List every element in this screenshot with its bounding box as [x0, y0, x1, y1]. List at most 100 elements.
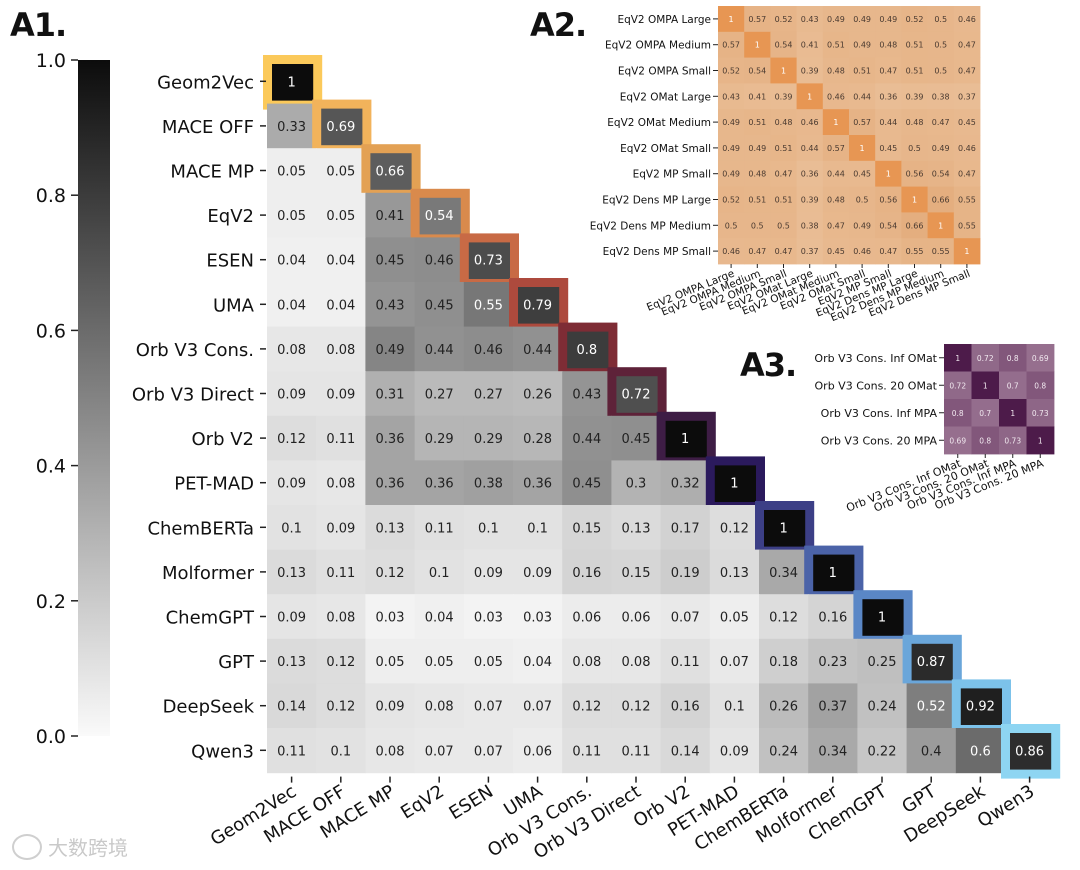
cell-value-label: 0.34 [818, 744, 847, 759]
a2-cell-value-label: 0.41 [801, 41, 819, 50]
a2-cell-value-label: 0.43 [801, 15, 819, 24]
a2-cell-value-label: 0.46 [958, 15, 976, 24]
cell-value-label: 1 [779, 521, 787, 536]
a2-heatmap-cell [822, 83, 850, 110]
heatmap-cell [267, 326, 317, 372]
a2-heatmap-cell [927, 160, 955, 187]
a2-cell-value-label: 0.48 [827, 196, 845, 205]
a2-cell-value-label: 0.55 [958, 196, 976, 205]
heatmap-cell [513, 638, 563, 684]
colorbar [78, 60, 110, 736]
cell-value-label: 0.06 [572, 611, 601, 626]
cell-value-label: 0.07 [720, 655, 749, 670]
heatmap-cell [611, 549, 662, 595]
heatmap-cell [660, 594, 711, 640]
heatmap-cell [808, 728, 858, 774]
cell-value-label: 0.11 [572, 744, 601, 759]
cell-value-label: 0.49 [376, 343, 405, 358]
cell-value-label: 0.86 [1015, 744, 1044, 759]
cell-value-label: 0.16 [572, 566, 601, 581]
a2-y-axis-label: EqV2 OMPA Medium [605, 40, 711, 52]
a3-cell-value-label: 0.72 [949, 381, 966, 390]
heatmap-cell [611, 594, 662, 640]
a2-cell-value-label: 0.44 [827, 170, 845, 179]
a2-cell-value-label: 0.57 [722, 41, 740, 50]
heatmap-cell [267, 237, 317, 283]
cell-value-label: 0.6 [970, 744, 991, 759]
heatmap-cell [463, 460, 514, 506]
watermark-text: 大数跨境 [48, 836, 128, 860]
a2-cell-value-label: 1 [729, 15, 734, 24]
a2-cell-value-label: 0.49 [853, 221, 871, 230]
y-axis-label: GPT [218, 652, 255, 673]
y-axis-label: EqV2 [207, 206, 254, 227]
cell-value-label: 0.36 [376, 477, 405, 492]
heatmap-cell [714, 465, 756, 502]
cell-value-label: 0.08 [572, 655, 601, 670]
heatmap-cell [611, 415, 662, 461]
a2-cell-value-label: 0.45 [879, 144, 897, 153]
a2-heatmap-cell [849, 6, 876, 33]
colorbar-tick-label: 0.6 [36, 320, 66, 342]
cell-value-label: 0.26 [523, 388, 552, 403]
y-axis-label: DeepSeek [163, 697, 255, 718]
cell-value-label: 0.26 [769, 700, 798, 715]
cell-value-label: 0.3 [626, 477, 647, 492]
cell-value-label: 0.46 [474, 343, 503, 358]
a2-heatmap-cell [953, 83, 981, 110]
a2-heatmap-cell [718, 186, 745, 213]
a2-y-axis-label: EqV2 OMat Small [620, 143, 711, 155]
heatmap-cell [316, 282, 366, 328]
a2-y-axis-label: EqV2 OMat Medium [607, 117, 711, 129]
heatmap-cell [562, 594, 612, 640]
a2-cell-value-label: 0.44 [853, 92, 871, 101]
y-axis-label: ChemGPT [166, 608, 255, 629]
a2-heatmap-cell [927, 212, 955, 239]
cell-value-label: 0.37 [818, 700, 847, 715]
a2-heatmap-cell [901, 57, 928, 84]
heatmap-cell [665, 420, 707, 458]
a2-cell-value-label: 0.5 [751, 221, 764, 230]
a2-heatmap-cell [875, 83, 902, 110]
a2-cell-value-label: 0.49 [827, 15, 845, 24]
heatmap-cell [267, 415, 317, 461]
cell-value-label: 1 [681, 432, 689, 447]
heatmap-cell [267, 460, 317, 506]
cell-value-label: 0.1 [281, 521, 302, 536]
a2-heatmap-cell [744, 109, 771, 136]
a2-cell-value-label: 0.41 [748, 92, 766, 101]
a2-heatmap-cell [953, 135, 981, 162]
a2-heatmap-cell [875, 238, 902, 265]
a2-cell-value-label: 0.46 [722, 247, 740, 256]
y-axis-label: UMA [213, 295, 255, 316]
cell-value-label: 0.27 [474, 388, 503, 403]
a2-cell-value-label: 1 [833, 118, 838, 127]
heatmap-cell [267, 192, 317, 238]
heatmap-cell [463, 728, 514, 774]
a2-heatmap-cell [849, 238, 876, 265]
a2-heatmap-cell [822, 57, 850, 84]
cell-value-label: 0.05 [425, 655, 454, 670]
a2-heatmap-cell [796, 212, 824, 239]
a2-heatmap-cell [718, 212, 745, 239]
heatmap-cell [906, 683, 957, 729]
a3-heatmap-cell [944, 344, 972, 372]
colorbar-tick-label: 1.0 [36, 50, 66, 72]
heatmap-cell [562, 549, 612, 595]
a2-heatmap-cell [796, 57, 824, 84]
a2-heatmap-cell [796, 83, 824, 110]
a3-heatmap-cell [1026, 399, 1055, 427]
heatmap-cell [365, 371, 416, 417]
heatmap-cell [660, 728, 711, 774]
x-axis-label: ESEN [446, 781, 498, 824]
cell-value-label: 0.15 [622, 566, 651, 581]
a2-cell-value-label: 0.43 [722, 92, 740, 101]
a2-heatmap-cell [718, 57, 745, 84]
heatmap-cell [660, 683, 711, 729]
a2-cell-value-label: 0.47 [775, 247, 793, 256]
cell-value-label: 0.12 [277, 432, 306, 447]
heatmap-cell [562, 683, 612, 729]
a2-heatmap-cell [822, 238, 850, 265]
a2-cell-value-label: 0.54 [879, 221, 897, 230]
a2-cell-value-label: 0.39 [775, 92, 793, 101]
